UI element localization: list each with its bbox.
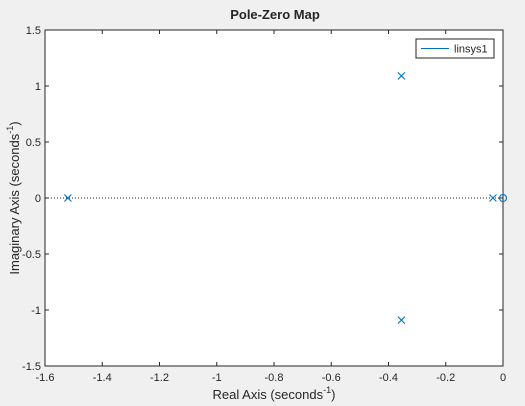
x-tick-label: 0 (500, 372, 506, 384)
x-tick-label: -0.2 (436, 372, 455, 384)
axis-ticks-group (44, 29, 504, 367)
y-axis-label-main: Imaginary Axis (seconds (7, 133, 22, 274)
legend[interactable]: linsys1 (415, 38, 495, 59)
y-tick-label: -1 (31, 305, 41, 317)
pole-marker-stroke (489, 194, 497, 202)
pole-marker[interactable] (397, 316, 406, 324)
x-tick-label: -1 (212, 372, 222, 384)
x-axis-label-main: Real Axis (seconds (213, 387, 324, 402)
x-tick-label: -1.4 (93, 372, 112, 384)
x-tick-label: -0.8 (265, 372, 284, 384)
y-tick-labels-group: -1.5 -1 -0.5 0 0.5 1 1.5 (22, 25, 41, 373)
legend-box (415, 38, 495, 59)
pole-zero-markers-group (64, 72, 508, 324)
y-tick-label: -0.5 (22, 249, 41, 261)
chart-title: Pole-Zero Map (230, 7, 320, 22)
x-tick-labels-group: -1.6 -1.4 -1.2 -1 -0.8 -0.6 -0.4 -0.2 0 (36, 372, 507, 384)
pole-marker[interactable] (489, 194, 497, 202)
zero-marker[interactable] (498, 193, 508, 203)
x-tick-label: -1.6 (36, 372, 55, 384)
pole-marker-stroke (397, 72, 406, 80)
x-axis-label: Real Axis (seconds-1) (213, 385, 336, 402)
x-axis-label-exponent: -1 (323, 385, 331, 395)
x-tick-label: -0.6 (322, 372, 341, 384)
y-axis-label-exponent: -1 (5, 126, 15, 134)
y-axis-label-end: ) (7, 121, 22, 125)
y-tick-label: 1 (35, 81, 41, 93)
pole-marker[interactable] (397, 72, 406, 80)
x-axis-label-end: ) (331, 387, 335, 402)
legend-label-linsys1: linsys1 (454, 44, 488, 56)
y-tick-label: 0.5 (26, 137, 41, 149)
x-tick-label: -0.4 (379, 372, 398, 384)
x-tick-label: -1.2 (150, 372, 169, 384)
y-tick-label: 1.5 (26, 25, 41, 37)
pole-marker[interactable] (64, 194, 72, 202)
y-tick-label: -1.5 (22, 361, 41, 373)
pole-marker-stroke (397, 316, 406, 324)
pole-marker-stroke (64, 194, 72, 202)
y-tick-label: 0 (35, 193, 41, 205)
y-axis-label: Imaginary Axis (seconds-1) (5, 121, 22, 274)
